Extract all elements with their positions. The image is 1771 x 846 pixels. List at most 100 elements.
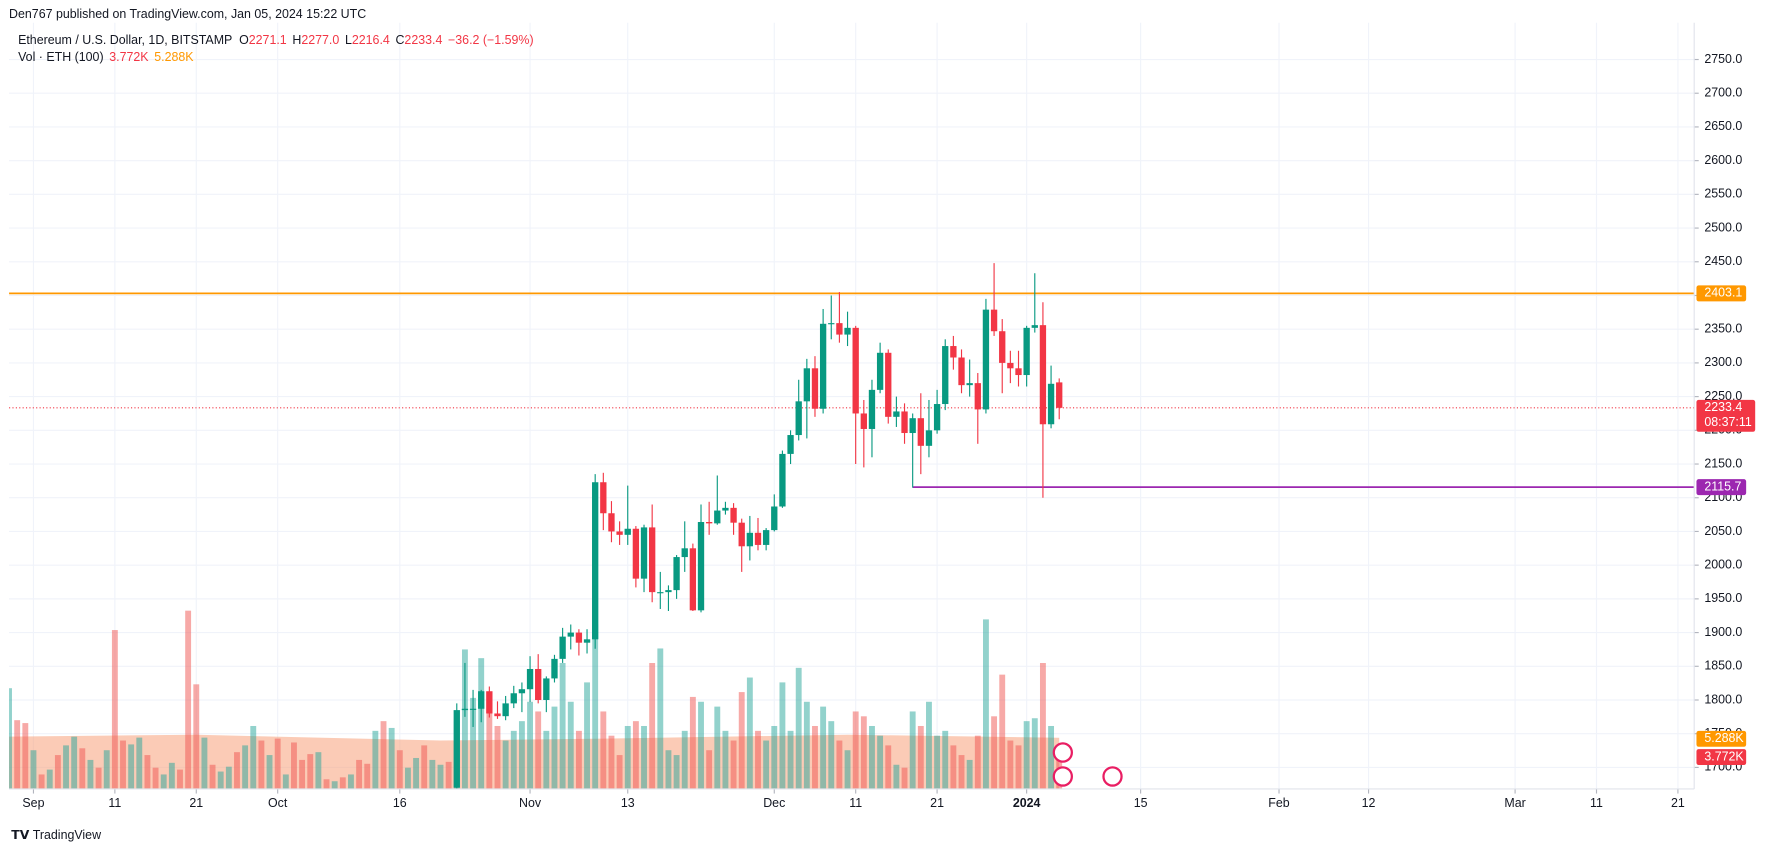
volume-bar (380, 721, 387, 789)
volume-bar (372, 730, 379, 789)
candle-body (942, 346, 949, 405)
candle-body (933, 404, 941, 431)
y-tick-label: 2550.0 (1704, 187, 1742, 201)
volume-bar (575, 730, 582, 789)
candle-body (771, 506, 778, 531)
candle-body (640, 527, 648, 579)
candle-body (681, 548, 688, 558)
volume-bar (168, 762, 175, 789)
candle-body (1039, 325, 1047, 425)
y-tick-label: 2250.0 (1704, 389, 1742, 403)
volume-bar (584, 682, 590, 789)
volume-bar (1048, 725, 1055, 789)
candle-body (461, 708, 469, 711)
volume-bar (63, 745, 69, 789)
volume-bar (364, 763, 371, 789)
volume-bar (38, 774, 45, 789)
volume-bar (592, 624, 599, 789)
volume-bar (323, 779, 330, 789)
candle-body (1015, 368, 1022, 376)
volume-bar (763, 740, 770, 789)
volume-bar (502, 740, 509, 789)
candle-body (592, 482, 599, 640)
volume-bar (437, 764, 444, 789)
candle-body (885, 352, 892, 417)
volume-bar (307, 754, 314, 789)
volume-bar (413, 757, 420, 789)
volume-bar (706, 750, 713, 789)
candle-body (844, 327, 851, 335)
volume-bar (177, 769, 183, 789)
volume-bar (738, 692, 745, 789)
x-tick-label: 11 (1590, 796, 1603, 810)
candle-body (803, 368, 811, 402)
volume-bar (714, 706, 721, 789)
volume-bar (331, 781, 338, 789)
candle-body (575, 632, 583, 643)
volume-bar (787, 730, 794, 789)
candle-body (535, 668, 542, 700)
volume-bar (983, 619, 989, 789)
candle-body (1023, 327, 1030, 376)
volume-bar (909, 711, 916, 789)
volume-bar (445, 761, 452, 789)
y-tick-label: 1800.0 (1704, 692, 1742, 706)
y-tick-label: 2350.0 (1704, 321, 1742, 335)
candle-body (779, 453, 786, 507)
volume-bar (339, 777, 346, 789)
brand-name: TradingView (33, 828, 102, 842)
volume-bar (698, 701, 704, 789)
volume-bar (217, 771, 224, 789)
volume-bar (803, 701, 810, 789)
volume-bar (689, 696, 696, 789)
volume-bar (1023, 721, 1030, 789)
price-line-label-bg (1696, 479, 1747, 496)
candle-body (868, 389, 876, 429)
volume-bar (348, 774, 354, 789)
candle-body (990, 309, 998, 332)
volume-bar (71, 736, 78, 789)
ohlc-key: C (395, 33, 404, 47)
volume-bar (746, 677, 753, 789)
candle-body (1031, 325, 1038, 328)
candle-body (852, 327, 859, 414)
candle-body (494, 713, 501, 717)
volume-bar (30, 750, 37, 789)
volume-bar (950, 745, 957, 789)
volume-bar (844, 750, 851, 789)
candle-body (958, 357, 965, 386)
volume-bar (396, 750, 403, 789)
volume-bar (160, 774, 167, 789)
volume-bar (543, 730, 550, 789)
x-tick-label: 15 (1134, 796, 1148, 810)
candle-body (722, 507, 729, 511)
volume-bar (559, 663, 566, 789)
event-icon[interactable] (1052, 766, 1073, 787)
volume-legend: Vol · ETH (100) 3.772K 5.288K (18, 50, 194, 64)
volume-bar (820, 706, 827, 789)
volume-bar (470, 697, 477, 789)
candle-body (649, 527, 656, 593)
candle-body (795, 401, 802, 436)
volume-bar (624, 725, 631, 789)
volume-bar (461, 649, 468, 789)
event-icon[interactable] (1052, 742, 1073, 763)
x-tick-label: 11 (108, 796, 121, 810)
volume-bar (87, 759, 94, 789)
volume-bar (869, 725, 875, 789)
volume-bar (250, 725, 257, 789)
volume-bar (494, 725, 501, 789)
volume-bar (657, 648, 664, 789)
volume-bar (551, 706, 558, 789)
candle-body (624, 528, 631, 535)
volume-bar (46, 769, 53, 789)
volume-bar (673, 755, 680, 789)
volume-bar (567, 701, 574, 789)
y-tick-label: 1900.0 (1704, 625, 1742, 639)
event-icon[interactable] (1102, 766, 1123, 787)
candle-body (811, 368, 819, 409)
x-tick-label: 21 (930, 796, 944, 810)
y-tick-label: 1950.0 (1704, 591, 1742, 605)
countdown: 08:37:11 (1704, 415, 1751, 429)
volume-bar (1031, 718, 1038, 789)
